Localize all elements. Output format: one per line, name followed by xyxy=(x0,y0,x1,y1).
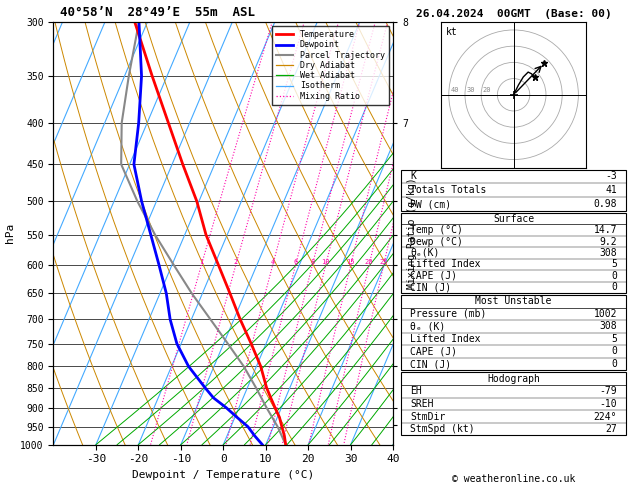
Text: 4: 4 xyxy=(270,260,275,265)
Text: kt: kt xyxy=(445,27,457,37)
Text: 15: 15 xyxy=(347,260,355,265)
Text: 224°: 224° xyxy=(593,412,617,421)
Text: Temp (°C): Temp (°C) xyxy=(410,225,463,235)
Text: 27: 27 xyxy=(605,424,617,434)
Text: SREH: SREH xyxy=(410,399,434,409)
Text: Most Unstable: Most Unstable xyxy=(476,296,552,306)
Text: EH: EH xyxy=(410,386,422,396)
Text: Pressure (mb): Pressure (mb) xyxy=(410,309,487,319)
Text: 0: 0 xyxy=(611,271,617,281)
Text: 0: 0 xyxy=(611,359,617,369)
Y-axis label: km
ASL: km ASL xyxy=(436,233,454,255)
Y-axis label: hPa: hPa xyxy=(4,223,14,243)
Text: 41: 41 xyxy=(605,185,617,195)
Text: Lifted Index: Lifted Index xyxy=(410,334,481,344)
Text: Surface: Surface xyxy=(493,213,534,224)
Text: Totals Totals: Totals Totals xyxy=(410,185,487,195)
Text: 5: 5 xyxy=(611,260,617,269)
Text: 40: 40 xyxy=(450,87,459,93)
Text: θₑ(K): θₑ(K) xyxy=(410,248,440,258)
Text: 14.7: 14.7 xyxy=(593,225,617,235)
Text: 20: 20 xyxy=(365,260,373,265)
Text: Lifted Index: Lifted Index xyxy=(410,260,481,269)
Text: 8: 8 xyxy=(310,260,314,265)
Text: 0: 0 xyxy=(611,347,617,357)
Legend: Temperature, Dewpoint, Parcel Trajectory, Dry Adiabat, Wet Adiabat, Isotherm, Mi: Temperature, Dewpoint, Parcel Trajectory… xyxy=(272,26,389,105)
Text: PW (cm): PW (cm) xyxy=(410,199,452,209)
Text: 1002: 1002 xyxy=(593,309,617,319)
Text: -10: -10 xyxy=(599,399,617,409)
Text: Hodograph: Hodograph xyxy=(487,374,540,383)
X-axis label: Dewpoint / Temperature (°C): Dewpoint / Temperature (°C) xyxy=(132,470,314,480)
Text: 20: 20 xyxy=(483,87,491,93)
Text: 26.04.2024  00GMT  (Base: 00): 26.04.2024 00GMT (Base: 00) xyxy=(416,9,611,19)
Text: -79: -79 xyxy=(599,386,617,396)
Text: K: K xyxy=(410,172,416,181)
Text: 5: 5 xyxy=(611,334,617,344)
Text: CAPE (J): CAPE (J) xyxy=(410,347,457,357)
Text: StmSpd (kt): StmSpd (kt) xyxy=(410,424,475,434)
Text: 308: 308 xyxy=(599,248,617,258)
Text: 2: 2 xyxy=(233,260,238,265)
Text: 30: 30 xyxy=(467,87,475,93)
Text: 9.2: 9.2 xyxy=(599,237,617,246)
Text: 0: 0 xyxy=(611,282,617,293)
Text: Mixing Ratio (g/kg): Mixing Ratio (g/kg) xyxy=(407,177,417,289)
Text: © weatheronline.co.uk: © weatheronline.co.uk xyxy=(452,473,576,484)
Text: CAPE (J): CAPE (J) xyxy=(410,271,457,281)
Text: CIN (J): CIN (J) xyxy=(410,282,452,293)
Text: 1: 1 xyxy=(199,260,203,265)
Text: 10: 10 xyxy=(321,260,330,265)
Text: 308: 308 xyxy=(599,321,617,331)
Text: 25: 25 xyxy=(379,260,388,265)
Text: -3: -3 xyxy=(605,172,617,181)
Text: θₑ (K): θₑ (K) xyxy=(410,321,445,331)
Text: StmDir: StmDir xyxy=(410,412,445,421)
Text: CIN (J): CIN (J) xyxy=(410,359,452,369)
Text: 0.98: 0.98 xyxy=(593,199,617,209)
Text: 40°58’N  28°49’E  55m  ASL: 40°58’N 28°49’E 55m ASL xyxy=(60,6,255,19)
Text: Dewp (°C): Dewp (°C) xyxy=(410,237,463,246)
Text: 6: 6 xyxy=(293,260,298,265)
